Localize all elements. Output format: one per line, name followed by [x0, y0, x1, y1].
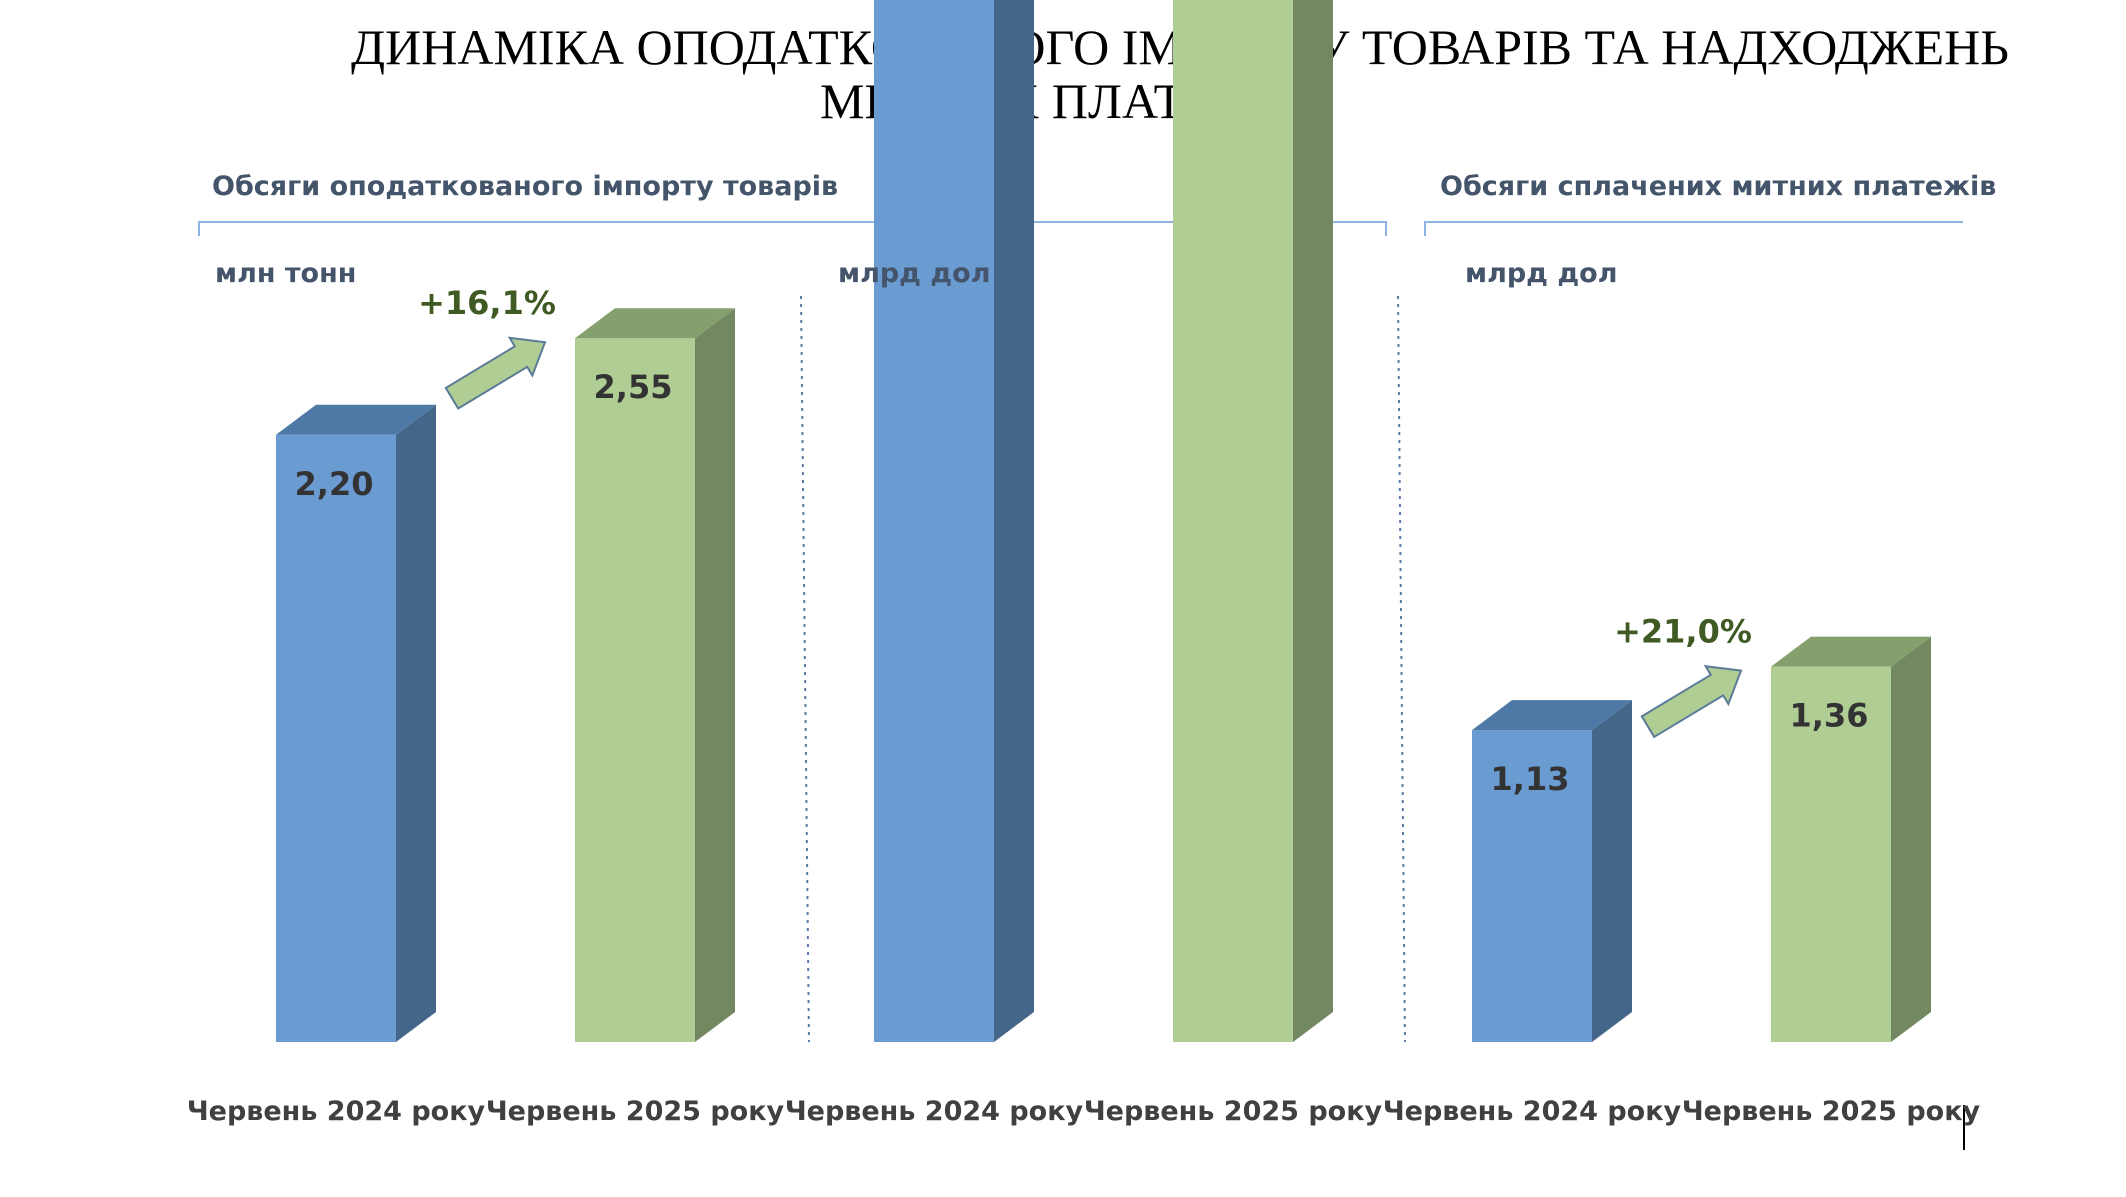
bar-2-1	[1771, 636, 1931, 1042]
bar-front	[1472, 730, 1592, 1042]
growth-arrow-shape	[1640, 664, 1743, 739]
text-layer: Обсяги оподаткованого імпорту товарів Обс…	[187, 171, 1996, 1127]
data-label: 2,55	[594, 368, 673, 406]
category-label: Червень 2025 року	[1682, 1096, 1981, 1127]
bar-front	[276, 434, 396, 1042]
unit-label: млрд дол	[1465, 258, 1618, 289]
bar-2-0	[1472, 700, 1632, 1042]
guides-layer	[198, 221, 1965, 1150]
bar-top	[1771, 636, 1931, 667]
bar-0-1	[575, 308, 735, 1042]
data-label: 1,13	[1491, 760, 1570, 798]
separator-1	[800, 295, 810, 1043]
category-label: Червень 2025 року	[1084, 1096, 1383, 1127]
group-title-payments: Обсяги сплачених митних платежів	[1440, 171, 1996, 202]
bar-side	[1293, 0, 1333, 1042]
bar-side	[1891, 636, 1931, 1042]
category-label: Червень 2024 року	[187, 1096, 486, 1127]
bar-1-0	[874, 0, 1034, 1042]
bar-side	[695, 308, 735, 1042]
bar-front	[1771, 666, 1891, 1042]
bar-top	[575, 308, 735, 339]
unit-label: млн тонн	[215, 258, 356, 289]
category-label: Червень 2024 року	[785, 1096, 1084, 1127]
bar-side	[396, 404, 436, 1042]
growth-arrow-icon	[1640, 664, 1743, 739]
change-label: +21,0%	[1614, 613, 1752, 651]
bar-front	[575, 338, 695, 1042]
category-label: Червень 2025 року	[486, 1096, 785, 1127]
unit-label: млрд дол	[838, 258, 991, 289]
bar-1-1	[1173, 0, 1333, 1043]
group-title-import: Обсяги оподаткованого імпорту товарів	[212, 171, 838, 202]
bar-side	[1592, 700, 1632, 1042]
bracket-payments	[1424, 221, 1963, 236]
growth-arrow-shape	[444, 336, 547, 410]
change-label: +16,1%	[418, 284, 556, 322]
growth-arrow-icon	[444, 336, 547, 410]
bar-top	[276, 404, 436, 435]
bars-layer	[276, 0, 1931, 1043]
bar-front	[874, 0, 994, 1042]
category-label: Червень 2024 року	[1383, 1096, 1682, 1127]
bar-0-0	[276, 404, 436, 1042]
bar-side	[994, 0, 1034, 1042]
data-label: 1,36	[1790, 697, 1869, 735]
data-label: 2,20	[295, 465, 374, 503]
bracket-import	[198, 221, 1387, 236]
bar-top	[1472, 700, 1632, 731]
bar-front	[1173, 0, 1293, 1043]
separator-2	[1397, 295, 1406, 1043]
